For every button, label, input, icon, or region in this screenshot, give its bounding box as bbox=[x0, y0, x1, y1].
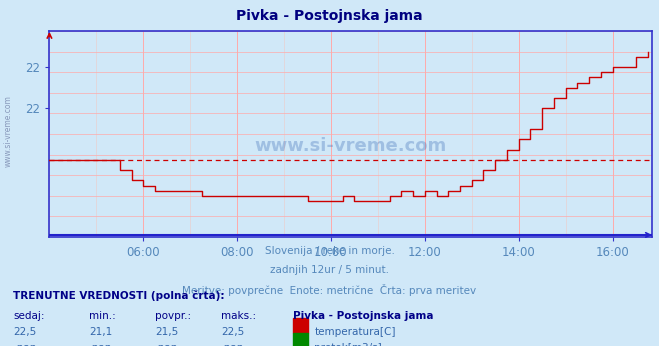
Text: 22,5: 22,5 bbox=[221, 327, 244, 337]
Text: pretok[m3/s]: pretok[m3/s] bbox=[314, 343, 382, 346]
Text: sedaj:: sedaj: bbox=[13, 311, 45, 321]
Text: 21,5: 21,5 bbox=[155, 327, 178, 337]
Text: maks.:: maks.: bbox=[221, 311, 256, 321]
Text: povpr.:: povpr.: bbox=[155, 311, 191, 321]
Text: www.si-vreme.com: www.si-vreme.com bbox=[255, 137, 447, 155]
Text: TRENUTNE VREDNOSTI (polna črta):: TRENUTNE VREDNOSTI (polna črta): bbox=[13, 291, 225, 301]
Text: Pivka - Postojnska jama: Pivka - Postojnska jama bbox=[293, 311, 434, 321]
Text: zadnjih 12ur / 5 minut.: zadnjih 12ur / 5 minut. bbox=[270, 265, 389, 275]
Text: Slovenija / reke in morje.: Slovenija / reke in morje. bbox=[264, 246, 395, 256]
Text: 22,5: 22,5 bbox=[13, 327, 36, 337]
Text: -nan: -nan bbox=[155, 343, 178, 346]
Text: min.:: min.: bbox=[89, 311, 116, 321]
Text: temperatura[C]: temperatura[C] bbox=[314, 327, 396, 337]
Text: -nan: -nan bbox=[221, 343, 244, 346]
Text: Meritve: povprečne  Enote: metrične  Črta: prva meritev: Meritve: povprečne Enote: metrične Črta:… bbox=[183, 284, 476, 296]
Text: 21,1: 21,1 bbox=[89, 327, 112, 337]
Text: -nan: -nan bbox=[13, 343, 36, 346]
Text: Pivka - Postojnska jama: Pivka - Postojnska jama bbox=[236, 9, 423, 22]
Text: www.si-vreme.com: www.si-vreme.com bbox=[3, 95, 13, 167]
Text: -nan: -nan bbox=[89, 343, 112, 346]
